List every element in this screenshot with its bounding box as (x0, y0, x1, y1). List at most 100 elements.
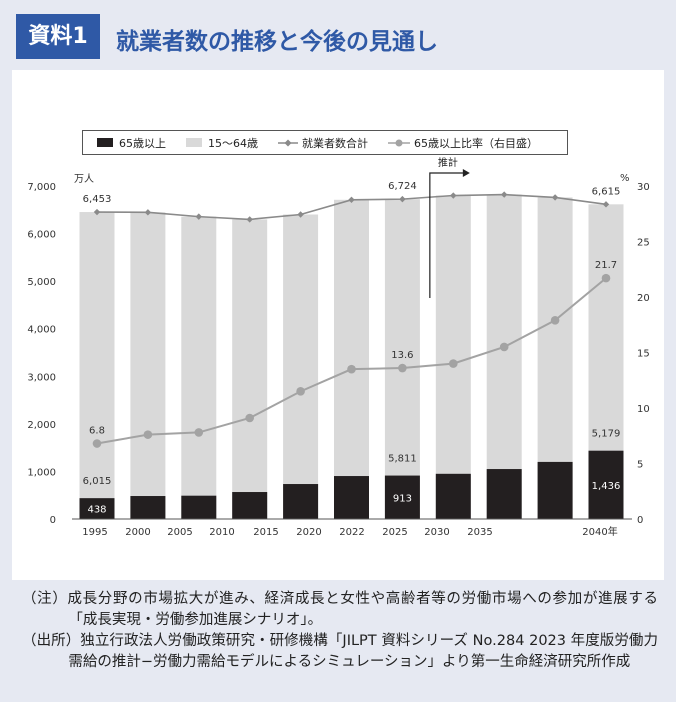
bar-65-plus-2020 (334, 476, 369, 519)
marker-ratio-2030 (499, 342, 509, 352)
legend-label-65-plus: 65歳以上 (119, 136, 166, 150)
note-source: （出所）独立行政法人労働政策研究・研修機構「JILPT 資料シリーズ No.28… (22, 633, 658, 670)
data-label-65-plus: 438 (87, 505, 106, 516)
legend-item-ratio: 65歳以上比率（右目盛） (388, 135, 538, 151)
bar-65-plus-2040年 (588, 450, 624, 519)
x-tick-label: 2015 (253, 527, 278, 538)
marker-total-2030 (501, 191, 508, 198)
bar-65-plus-2010 (232, 492, 268, 519)
marker-ratio-2010 (245, 413, 254, 423)
bar-65-plus-1995 (79, 498, 115, 519)
y-tick-left: 7,000 (27, 182, 56, 193)
legend: 65歳以上 15〜64歳 就業者数合計 65歳以上比率（右目盛） (82, 130, 568, 155)
legend-swatch-15-64 (186, 138, 202, 147)
projection-arrow-head-icon (462, 169, 470, 177)
y-axis-unit-right: % (620, 173, 630, 184)
bar-65-plus-2035 (537, 461, 573, 519)
y-tick-left: 0 (50, 515, 56, 526)
y-tick-left: 1,000 (27, 467, 56, 478)
data-label-total: 6,615 (592, 186, 621, 197)
employment-combo-chart: 0 1,000 2,000 3,000 4,000 5,000 6,000 7,000 0 5 10… (27, 156, 650, 538)
marker-ratio-2040年 (601, 273, 611, 283)
x-tick-label: 2025 (382, 527, 407, 538)
bar-65-plus-2015 (283, 484, 319, 519)
bar-15-64-2030 (486, 194, 522, 519)
y-axis-unit-left: 万人 (74, 173, 94, 185)
note-remark: （注）成長分野の市場拡大が進み、経済成長と女性や高齢者等の労働市場への参加が進展… (22, 591, 658, 628)
document-label: 資料1 (16, 14, 100, 59)
bar-15-64-1995 (79, 212, 115, 519)
marker-ratio-2025 (449, 359, 458, 368)
data-label-ratio: 21.7 (595, 260, 617, 271)
x-tick-label: 2040年 (582, 525, 617, 538)
y-tick-right: 25 (637, 238, 650, 249)
marker-ratio-2020 (347, 364, 356, 374)
marker-total-2015 (297, 211, 304, 218)
marker-total-2020 (348, 196, 355, 203)
data-label-15-64: 6,015 (83, 476, 112, 487)
marker-ratio-1995 (92, 439, 102, 448)
legend-swatch-65-plus (97, 138, 113, 147)
data-label-total: 6,724 (388, 181, 417, 192)
marker-total-2035 (551, 194, 559, 201)
x-tick-label: 1995 (82, 527, 107, 538)
bar-15-64-2022 (384, 199, 420, 520)
bar-65-plus-2030 (486, 469, 522, 519)
legend-label-total: 就業者数合計 (302, 136, 368, 150)
marker-ratio-2035 (550, 316, 560, 325)
marker-ratio-2000 (143, 430, 153, 439)
bar-65-plus-2005 (181, 495, 217, 519)
marker-total-2025 (450, 192, 457, 199)
y-tick-left: 4,000 (27, 325, 56, 336)
y-tick-left: 5,000 (27, 277, 56, 288)
y-tick-right: 10 (637, 404, 650, 415)
marker-ratio-2015 (296, 387, 305, 396)
marker-total-1995 (93, 208, 101, 216)
projection-arrow-line (429, 172, 464, 298)
legend-label-ratio: 65歳以上比率（右目盛） (414, 136, 538, 150)
marker-total-2000 (144, 209, 152, 216)
bar-15-64-2010 (232, 219, 268, 519)
marker-total-2040年 (602, 201, 610, 208)
bar-65-plus-2022 (384, 475, 420, 519)
y-tick-left: 6,000 (27, 230, 56, 241)
x-tick-label: 2030 (424, 527, 449, 538)
bar-65-plus-2000 (130, 496, 166, 519)
x-tick-label: 2000 (125, 527, 150, 538)
data-label-65-plus: 1,436 (592, 481, 621, 492)
x-tick-label: 2005 (167, 527, 192, 538)
legend-item-15-64: 15〜64歳 (186, 135, 258, 151)
page-title: 就業者数の推移と今後の見通し (116, 29, 438, 55)
marker-total-2022 (399, 195, 406, 203)
marker-ratio-2005 (194, 428, 204, 437)
y-tick-right: 0 (637, 515, 643, 526)
y-tick-right: 20 (637, 293, 650, 304)
y-tick-right: 30 (637, 182, 650, 193)
data-label-ratio: 6.8 (89, 426, 105, 437)
x-tick-label: 2020 (296, 527, 321, 538)
notes: （注）成長分野の市場拡大が進み、経済成長と女性や高齢者等の労働市場への参加が進展… (22, 589, 658, 673)
legend-line-circle-icon (388, 139, 410, 146)
marker-total-2005 (195, 213, 202, 220)
projection-label: 推計 (438, 156, 458, 169)
legend-item-65-plus: 65歳以上 (97, 135, 166, 151)
x-tick-label: 2035 (467, 527, 492, 538)
bar-15-64-2000 (130, 212, 166, 520)
legend-item-total: 就業者数合計 (278, 135, 368, 151)
legend-line-diamond-icon (278, 139, 298, 146)
legend-label-15-64: 15〜64歳 (208, 136, 258, 150)
marker-total-2010 (246, 216, 253, 223)
x-tick-label: 2010 (209, 527, 234, 538)
data-label-65-plus: 913 (393, 493, 412, 504)
marker-ratio-2022 (398, 363, 407, 373)
bar-15-64-2020 (334, 199, 369, 519)
bar-15-64-2015 (283, 214, 319, 519)
y-tick-left: 3,000 (27, 372, 56, 383)
bar-15-64-2025 (435, 195, 471, 519)
x-tick-label: 2022 (339, 527, 364, 538)
data-label-total: 6,453 (83, 194, 112, 205)
data-label-15-64: 5,179 (592, 429, 621, 440)
data-label-ratio: 13.6 (391, 350, 413, 361)
bar-65-plus-2025 (435, 473, 471, 519)
data-label-15-64: 5,811 (388, 454, 417, 465)
